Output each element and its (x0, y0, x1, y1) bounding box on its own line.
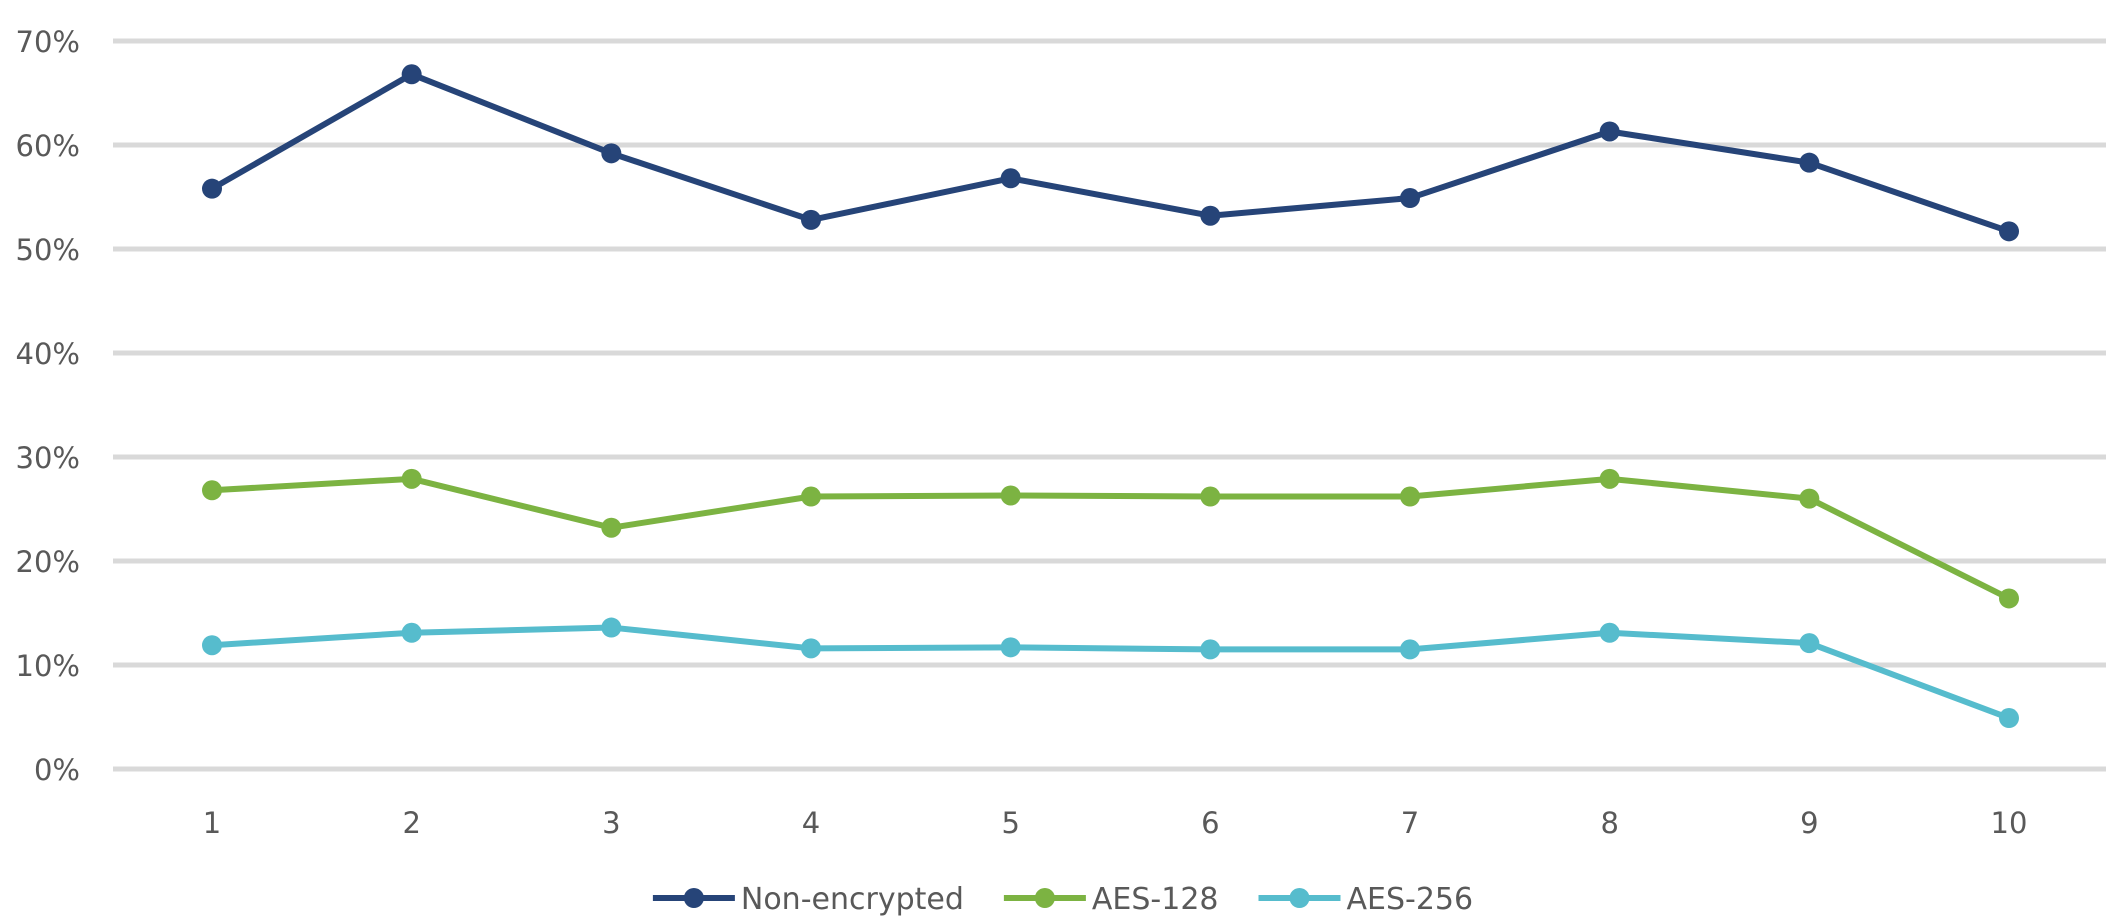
data-point (401, 468, 422, 489)
y-tick-label: 10% (16, 649, 80, 683)
series-line (209, 71, 2012, 235)
legend-label: AES-128 (1092, 882, 1219, 917)
data-point (1400, 639, 1420, 660)
series-group (202, 64, 2019, 729)
data-point (801, 486, 821, 507)
data-point (1400, 486, 1420, 507)
legend-swatch-marker (1289, 888, 1310, 908)
x-tick-label: 7 (1401, 806, 1419, 840)
x-tick-label: 2 (402, 806, 420, 840)
legend-label: AES-256 (1347, 882, 1474, 917)
data-point (1799, 633, 1820, 654)
x-tick-label: 9 (1800, 806, 1818, 840)
legend: Non-encrypted AES-128 AES-256 (652, 882, 1474, 917)
data-point (1200, 205, 1221, 226)
data-point (1000, 168, 1021, 189)
x-tick-label: 1 (203, 806, 221, 840)
legend-swatch-marker (683, 888, 704, 908)
data-point (601, 617, 622, 638)
data-point (1799, 488, 1820, 509)
data-point (1200, 639, 1221, 660)
x-tick-label: 3 (602, 806, 620, 840)
data-point (401, 622, 422, 643)
data-point (1000, 485, 1021, 506)
series-line (209, 475, 2012, 602)
y-tick-label: 20% (16, 545, 80, 579)
data-point (1599, 121, 1620, 142)
data-point (401, 64, 422, 85)
data-point (1599, 622, 1620, 643)
data-point (801, 638, 821, 659)
data-point (202, 178, 222, 199)
data-point (1200, 486, 1221, 507)
y-tick-label: 0% (34, 753, 80, 787)
data-point (1999, 708, 2019, 729)
x-tick-label: 10 (1991, 806, 2028, 840)
y-tick-label: 30% (16, 441, 80, 475)
y-tick-label: 70% (16, 25, 80, 59)
y-tick-label: 60% (16, 129, 80, 163)
data-point (601, 143, 622, 164)
data-point (1999, 221, 2019, 242)
y-axis: 0% 10% 20% 30% 40% 50% 60% 70% (16, 25, 80, 787)
data-point (1799, 152, 1820, 173)
x-tick-label: 4 (802, 806, 820, 840)
data-point (1000, 637, 1021, 658)
series-line (209, 624, 2012, 722)
legend-swatch-marker (1034, 888, 1055, 908)
series-aes-256 (202, 617, 2019, 729)
x-tick-label: 8 (1600, 806, 1618, 840)
y-tick-label: 40% (16, 337, 80, 371)
x-axis: 1 2 3 4 5 6 7 8 9 10 (203, 806, 2028, 840)
x-tick-label: 6 (1201, 806, 1219, 840)
series-aes-128 (202, 468, 2019, 609)
x-tick-label: 5 (1001, 806, 1019, 840)
data-point (202, 480, 222, 501)
data-point (601, 517, 622, 538)
data-point (1400, 188, 1420, 209)
data-point (202, 635, 222, 656)
legend-label: Non-encrypted (741, 882, 964, 917)
y-tick-label: 50% (16, 233, 80, 267)
data-point (1999, 588, 2019, 609)
data-point (1599, 468, 1620, 489)
gridlines (113, 38, 2106, 772)
series-non-encrypted (202, 64, 2019, 242)
data-point (801, 209, 821, 230)
